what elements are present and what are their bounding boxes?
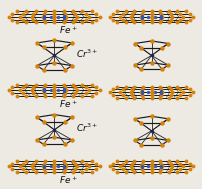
Text: Fe$^+$: Fe$^+$ <box>59 98 78 110</box>
Text: Cr$^{3+}$: Cr$^{3+}$ <box>76 122 98 134</box>
Text: Fe$^+$: Fe$^+$ <box>59 174 78 186</box>
Text: Fe$^+$: Fe$^+$ <box>59 25 78 36</box>
Text: Cr$^{3+}$: Cr$^{3+}$ <box>76 47 98 60</box>
